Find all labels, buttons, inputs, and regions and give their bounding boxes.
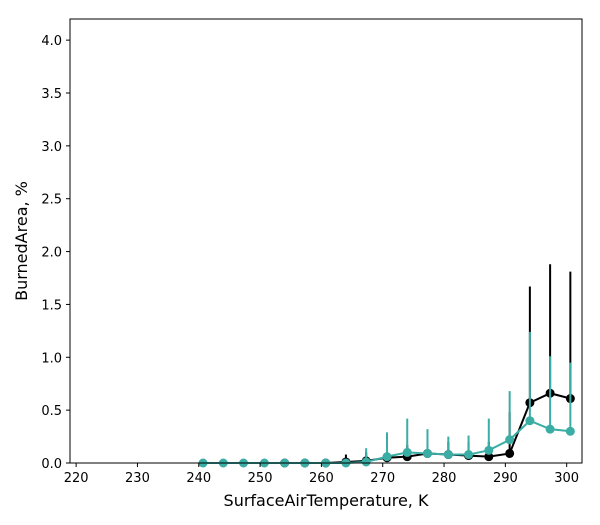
data-point (545, 424, 555, 434)
data-point (484, 445, 494, 455)
x-tick-label: 300 (554, 471, 579, 486)
data-point (422, 448, 432, 458)
x-tick-label: 220 (64, 471, 89, 486)
x-tick-label: 240 (186, 471, 211, 486)
data-point (443, 450, 453, 460)
y-axis-label: BurnedArea, % (12, 181, 31, 301)
y-tick-label: 2.0 (41, 246, 62, 261)
data-point (464, 450, 474, 460)
y-tick-label: 0.5 (41, 404, 62, 419)
y-tick-label: 3.0 (41, 140, 62, 155)
data-point (484, 452, 494, 462)
y-tick-label: 1.5 (41, 298, 62, 313)
y-tick-label: 1.0 (41, 351, 62, 366)
plot-marks (198, 264, 575, 468)
data-point (565, 426, 575, 436)
x-tick-label: 250 (248, 471, 273, 486)
y-tick-label: 4.0 (41, 34, 62, 49)
x-tick-label: 270 (370, 471, 395, 486)
data-point (402, 447, 412, 457)
x-tick-label: 290 (493, 471, 518, 486)
data-point (382, 452, 392, 462)
data-point (525, 416, 535, 426)
y-tick-label: 0.0 (41, 457, 62, 472)
x-tick-label: 230 (125, 471, 150, 486)
y-tick-label: 2.5 (41, 193, 62, 208)
plot-frame (69, 18, 583, 464)
axis-ticks: 220 230 240 250 260 270 280 290 300 0.0 0.5 1.0 1.5 2… (41, 34, 579, 486)
data-point (361, 457, 371, 467)
x-tick-label: 280 (432, 471, 457, 486)
x-tick-label: 260 (309, 471, 334, 486)
y-tick-label: 3.5 (41, 87, 62, 102)
x-axis-label: SurfaceAirTemperature, K (224, 491, 429, 510)
data-point (505, 435, 515, 445)
series-2 (198, 331, 575, 468)
data-point (505, 448, 515, 458)
